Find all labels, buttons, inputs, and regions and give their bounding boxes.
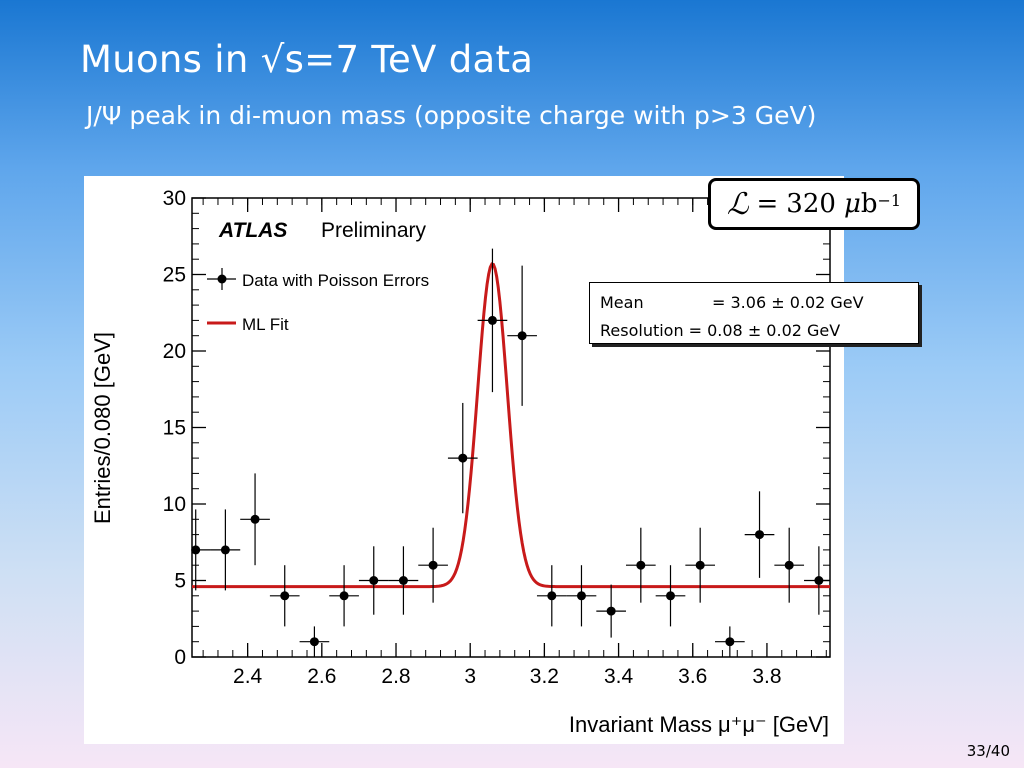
data-point-marker [458,453,468,463]
data-point [625,527,656,603]
y-tick-label: 10 [163,493,186,516]
data-point-marker [576,591,586,601]
data-point-marker [487,315,497,325]
data-point [418,527,448,603]
data-point-marker [666,591,675,601]
data-point-marker [755,530,765,540]
data-point-marker [784,560,794,570]
x-tick-label: 2.6 [307,665,336,688]
data-point [358,546,389,615]
slide-subtitle: J/Ψ peak in di-muon mass (opposite charg… [86,101,817,130]
data-point [774,527,805,603]
data-point [596,584,626,638]
data-point-marker [814,576,824,585]
data-point-marker [250,514,260,524]
x-tick-labels: 2.4 2.6 2.8 3 3.2 3.4 3.6 3.8 [233,665,782,688]
data-point-marker [280,591,290,601]
y-axis-label: Entries/0.080 [GeV] [90,332,115,524]
data-point-marker [636,560,646,570]
resolution-value: = 0.08 ± 0.02 GeV [688,321,841,340]
mean-row: Mean = 3.06 ± 0.02 GeV [600,289,908,317]
mean-label: Mean [600,293,644,312]
data-point [507,265,537,406]
y-tick-label: 25 [163,264,186,287]
x-tick-label: 3.4 [604,665,634,688]
jpsi-mass-plot: 2.4 2.6 2.8 3 3.2 3.4 3.6 3.8 0 5 10 15 20 25 30 ATLA… [84,176,844,744]
luminosity-unit-b: b [860,189,878,219]
data-point-marker [428,560,438,570]
x-tick-label: 3.8 [752,665,781,688]
x-tick-label: 3.6 [678,665,707,688]
data-point-marker [220,545,230,555]
luminosity-box: ℒ = 320 μ b −1 [708,178,920,230]
luminosity-symbol: ℒ [726,186,749,222]
slide-title: Muons in √s=7 TeV data [80,38,534,81]
data-point [299,626,330,657]
x-tick-label: 2.8 [381,665,410,688]
resolution-row: Resolution = 0.08 ± 0.02 GeV [600,317,908,345]
y-tick-label: 30 [163,187,186,210]
preliminary-label: Preliminary [321,219,427,242]
data-point-marker [191,545,201,555]
x-tick-label: 2.4 [233,665,263,688]
data-point [804,546,830,615]
x-axis-label: Invariant Mass μ⁺μ⁻ [GeV] [569,712,829,737]
legend-marker-dot [217,274,227,284]
y-tick-label: 0 [174,646,186,669]
data-point [477,248,508,393]
luminosity-equals: = [756,189,779,219]
data-point [715,626,745,657]
atlas-label: ATLAS [218,219,287,242]
y-tick-label: 15 [163,417,186,440]
y-tick-label: 5 [174,570,186,593]
mean-value: = 3.06 ± 0.02 GeV [712,293,864,312]
data-point [388,546,419,615]
legend: Data with Poisson Errors ML Fit [207,268,429,334]
plot-panel: 2.4 2.6 2.8 3 3.2 3.4 3.6 3.8 0 5 10 15 20 25 30 ATLA… [84,176,844,744]
fit-stats-box: Mean = 3.06 ± 0.02 GeV Resolution = 0.08… [589,282,919,344]
data-point [269,565,300,627]
data-points [191,248,830,657]
data-point [685,527,716,603]
data-point [655,565,686,627]
data-point-marker [398,576,408,585]
data-point-marker [725,637,735,647]
legend-data-label: Data with Poisson Errors [242,271,429,290]
data-point [447,402,478,514]
luminosity-exponent: −1 [877,190,902,210]
data-point [566,565,597,627]
resolution-label: Resolution [600,321,684,340]
luminosity-value: 320 [786,189,836,219]
data-point-marker [339,591,349,601]
x-tick-label: 3 [464,665,476,688]
data-point [329,565,359,627]
data-point [536,565,567,627]
data-point [191,509,211,591]
y-tick-label: 20 [163,340,186,363]
data-point-marker [517,331,527,341]
luminosity-unit-mu: μ [843,189,861,219]
page-number: 33/40 [966,742,1010,760]
data-point-marker [309,637,319,647]
data-point-marker [547,591,557,601]
y-tick-labels: 0 5 10 15 20 25 30 [163,187,186,669]
data-point-marker [606,606,616,616]
data-point [210,509,241,591]
data-point-marker [369,576,379,585]
data-point [240,473,270,566]
data-point [744,491,775,578]
legend-fit-label: ML Fit [242,315,289,334]
data-point-marker [695,560,705,570]
ml-fit-curve [192,262,830,589]
x-tick-label: 3.2 [530,665,559,688]
